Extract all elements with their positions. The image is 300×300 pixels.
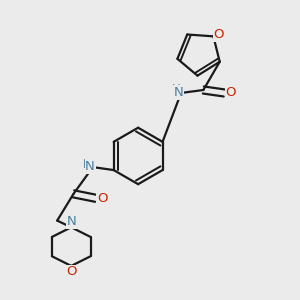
Text: O: O [97, 192, 108, 205]
Text: N: N [85, 160, 95, 173]
Text: O: O [214, 28, 224, 41]
Text: N: N [66, 215, 76, 228]
Text: N: N [174, 86, 183, 99]
Text: H: H [171, 83, 180, 97]
Text: O: O [66, 266, 76, 278]
Text: H: H [82, 158, 91, 171]
Text: O: O [226, 86, 236, 100]
